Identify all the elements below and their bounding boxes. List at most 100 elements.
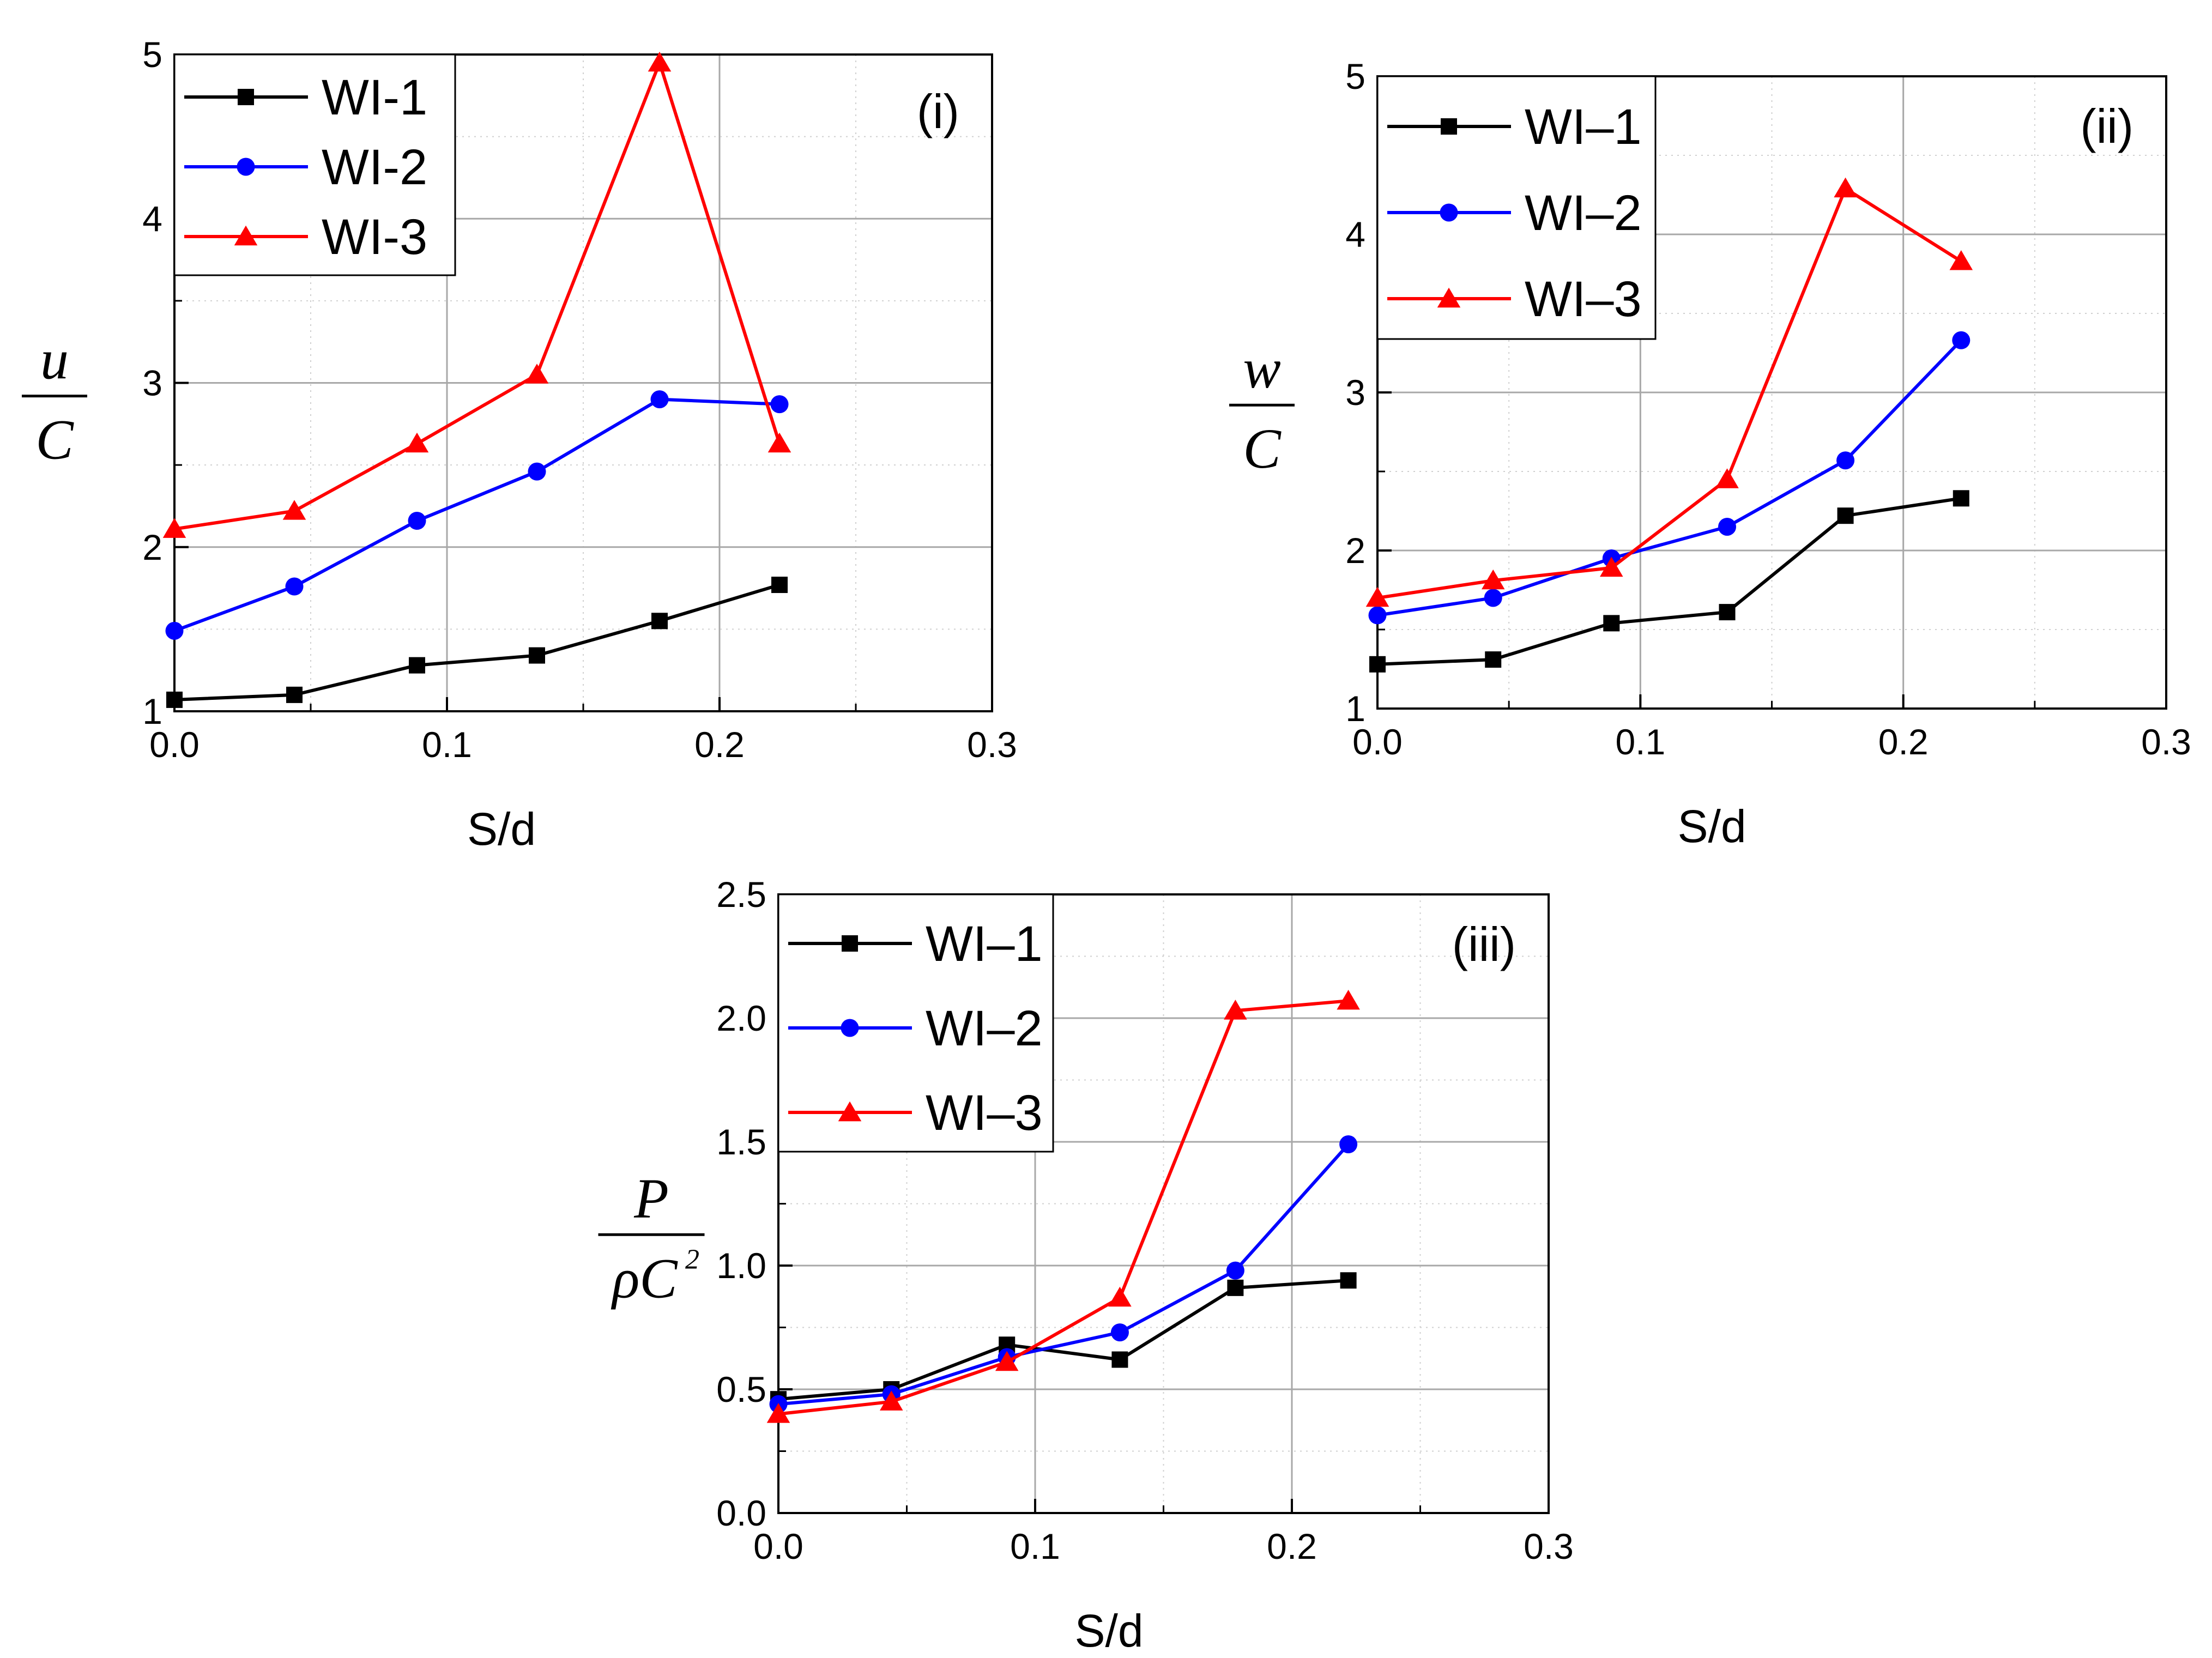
legend-item: WI–1: [788, 916, 1043, 972]
y-tick-label: 0.5: [716, 1369, 766, 1409]
data-point: [1953, 490, 1969, 507]
data-point: [879, 1390, 903, 1411]
x-axis-label: S/d: [1074, 1605, 1143, 1656]
legend-item: WI–3: [788, 1085, 1043, 1141]
data-point: [286, 686, 303, 703]
y-tick-label: 1.0: [716, 1245, 766, 1286]
series-line: [1377, 497, 1962, 666]
data-point: [1718, 518, 1737, 536]
data-point: [1339, 1135, 1358, 1154]
legend-label: WI–3: [926, 1085, 1043, 1141]
legend: WI–1 WI–2 WI–3: [1376, 75, 1657, 340]
data-point: [771, 577, 788, 594]
legend-marker: [1441, 118, 1457, 135]
y-tick-label: 2.5: [716, 874, 766, 915]
x-tick-label: 0.3: [2141, 722, 2191, 762]
series-WI–3: [1365, 177, 1973, 607]
legend-marker: [842, 935, 858, 952]
data-point: [650, 390, 669, 409]
y-tick-label: 5: [142, 34, 162, 75]
series-WI–2: [1368, 331, 1971, 625]
data-point: [1952, 331, 1971, 349]
y-axis-label-denominator: ρC: [611, 1247, 678, 1310]
data-point: [1224, 1000, 1247, 1020]
chart-ii: 0.0 0.1 0.2 0.3 1 2 3 4 5 S/d wC (ii) WI–1 WI–2 WI–3: [1229, 56, 2191, 852]
legend-label: WI–1: [926, 916, 1043, 972]
series-WI-2: [165, 390, 789, 640]
data-point: [767, 432, 791, 453]
data-point: [408, 512, 426, 530]
y-tick-label: 3: [1345, 372, 1365, 413]
y-tick-label: 1.5: [716, 1122, 766, 1162]
data-point: [1111, 1351, 1128, 1368]
legend-label: WI–2: [1525, 185, 1642, 241]
legend-box: [777, 893, 1054, 1153]
data-point: [1481, 569, 1505, 590]
y-axis-label-numerator: P: [633, 1167, 669, 1230]
x-tick-label: 0.0: [1352, 722, 1403, 762]
data-point: [1369, 656, 1386, 673]
legend-label: WI–3: [1525, 271, 1642, 327]
x-tick-label: 0.0: [149, 724, 200, 765]
x-tick-label: 0.3: [1524, 1526, 1574, 1566]
y-tick-label: 5: [1345, 56, 1365, 96]
data-point: [405, 432, 429, 453]
legend-marker: [1437, 287, 1461, 308]
data-point: [651, 613, 668, 630]
legend-box: [1376, 75, 1657, 340]
data-point: [1603, 615, 1620, 632]
data-point: [1226, 1261, 1244, 1280]
x-tick-label: 0.1: [422, 724, 472, 765]
y-tick-label: 2.0: [716, 998, 766, 1038]
legend-marker: [841, 1019, 859, 1037]
panel-label: (i): [917, 84, 959, 138]
data-point: [1227, 1279, 1244, 1296]
series-line: [173, 397, 780, 633]
series-line: [778, 1143, 1350, 1406]
x-axis-label: S/d: [1677, 801, 1746, 852]
legend-item: WI-3: [184, 209, 427, 265]
legend-label: WI-3: [322, 209, 427, 265]
data-point: [648, 51, 672, 72]
legend: WI–1 WI–2 WI–3: [777, 893, 1054, 1153]
legend-label: WI-2: [322, 140, 427, 195]
data-point: [1108, 1286, 1132, 1307]
data-point: [1834, 177, 1857, 198]
data-point: [1837, 507, 1854, 524]
y-axis-label-numerator: w: [1243, 337, 1280, 400]
series-line: [174, 583, 780, 701]
series-WI–2: [769, 1135, 1358, 1413]
series-line: [778, 999, 1349, 1416]
data-point: [282, 500, 306, 520]
data-point: [529, 647, 545, 664]
data-point: [162, 518, 186, 538]
data-point: [409, 657, 425, 674]
legend-marker: [1440, 203, 1458, 222]
x-tick-label: 0.3: [967, 724, 1017, 765]
series-line: [1377, 339, 1962, 617]
data-point: [1600, 556, 1623, 577]
data-point: [525, 364, 549, 384]
panel-label: (ii): [2080, 99, 2134, 153]
data-point: [1368, 606, 1387, 625]
legend-label: WI-1: [322, 70, 427, 125]
legend-item: WI–1: [1387, 99, 1642, 155]
series-line: [174, 58, 781, 531]
x-tick-label: 0.0: [753, 1526, 803, 1566]
data-point: [1719, 604, 1736, 621]
y-tick-label: 3: [142, 363, 162, 403]
data-point: [1715, 468, 1739, 488]
data-point: [995, 1351, 1019, 1371]
data-point: [1110, 1323, 1129, 1342]
y-tick-label: 2: [1345, 530, 1365, 571]
y-tick-label: 4: [1345, 214, 1365, 255]
chart-iii: 0.0 0.1 0.2 0.3 0.0 0.5 1.0 1.5 2.0 2.5 S/d PρC 2 (ii…: [598, 874, 1574, 1656]
legend-box: [173, 53, 456, 276]
data-point: [285, 577, 304, 596]
legend-item: WI-2: [184, 140, 427, 195]
data-point: [165, 621, 184, 640]
data-point: [1365, 586, 1389, 607]
x-tick-label: 0.1: [1615, 722, 1665, 762]
